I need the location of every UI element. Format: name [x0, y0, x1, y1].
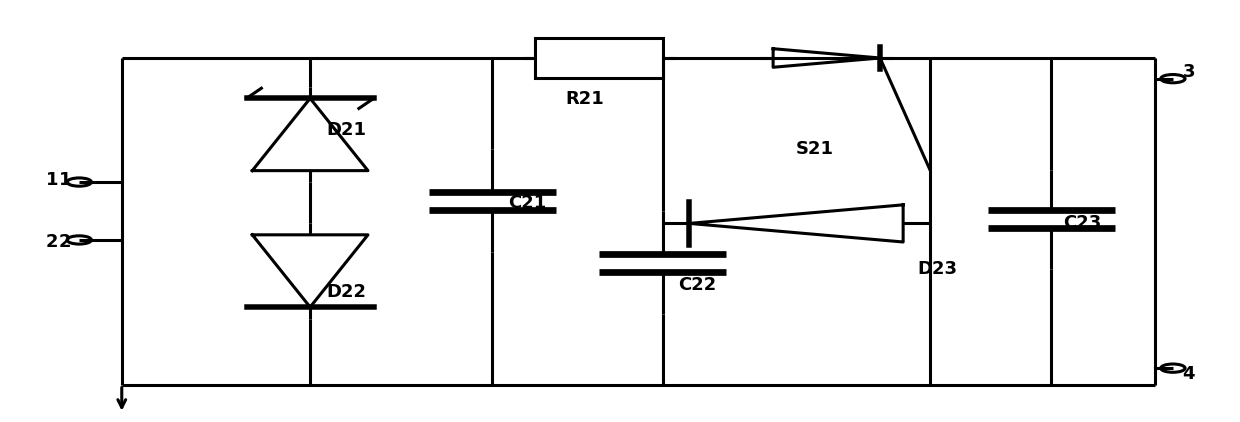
Text: C21: C21 [508, 194, 547, 212]
Text: D21: D21 [326, 122, 366, 139]
Text: S21: S21 [796, 140, 835, 158]
Text: 4: 4 [1183, 365, 1195, 383]
Bar [534, 38, 662, 78]
Text: R21: R21 [565, 90, 604, 108]
Text: 2: 2 [58, 233, 71, 251]
Text: 3: 3 [1183, 63, 1195, 81]
Text: D23: D23 [918, 260, 957, 278]
Text: C23: C23 [1064, 214, 1102, 233]
Text: C22: C22 [678, 276, 717, 295]
Text: 2: 2 [46, 233, 58, 251]
Text: 1: 1 [46, 171, 58, 189]
Text: 1: 1 [58, 171, 71, 189]
Text: D22: D22 [326, 283, 366, 300]
